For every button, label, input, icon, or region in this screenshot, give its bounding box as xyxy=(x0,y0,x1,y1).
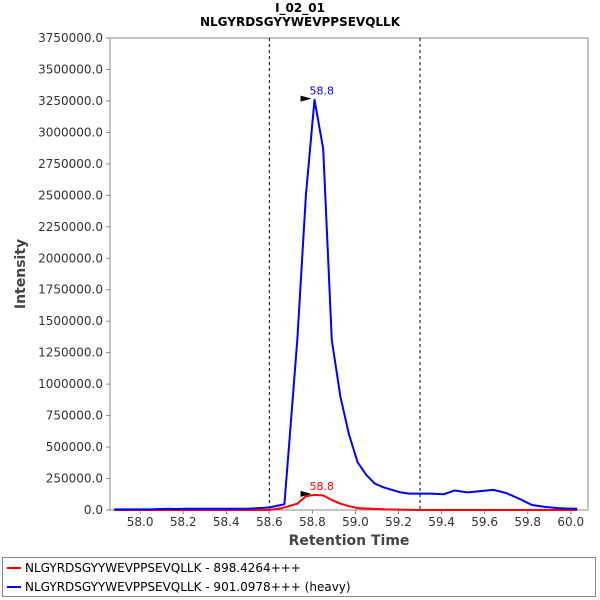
y-tick-label: 3750000.0 xyxy=(38,31,103,45)
y-tick-label: 1250000.0 xyxy=(38,346,103,360)
peak-label: 58.8 xyxy=(310,480,335,493)
y-axis: 0.0 250000.0 500000.0 750000.0 1000000.0 1250… xyxy=(38,31,110,517)
peak-boundaries xyxy=(268,38,421,510)
y-tick-label: 0.0 xyxy=(84,503,103,517)
legend-item-heavy: NLGYRDSGYYWEVPPSEVQLLK - 901.0978+++ (he… xyxy=(7,578,351,596)
x-axis: 58.0 58.2 58.4 58.6 58.8 59.0 59.2 59.4 59.6 59.8… xyxy=(127,510,584,529)
series-line-heavy xyxy=(114,98,578,511)
legend-swatch-blue xyxy=(7,586,21,588)
x-tick-label: 59.8 xyxy=(514,515,541,529)
legend-label-heavy: NLGYRDSGYYWEVPPSEVQLLK - 901.0978+++ (he… xyxy=(25,580,351,594)
y-tick-label: 250000.0 xyxy=(46,472,103,486)
peak-marker-arrow xyxy=(300,95,312,102)
chart-title: I_02_01 xyxy=(275,1,325,16)
x-tick-label: 58.0 xyxy=(127,515,154,529)
peak-marker-arrow xyxy=(300,490,312,497)
series-lines xyxy=(114,98,578,511)
legend: NLGYRDSGYYWEVPPSEVQLLK - 898.4264+++ NLG… xyxy=(2,557,596,597)
x-tick-label: 58.6 xyxy=(256,515,283,529)
legend-label-light: NLGYRDSGYYWEVPPSEVQLLK - 898.4264+++ xyxy=(25,561,301,575)
x-tick-label: 58.4 xyxy=(213,515,240,529)
y-tick-label: 2000000.0 xyxy=(38,251,103,265)
legend-item-light: NLGYRDSGYYWEVPPSEVQLLK - 898.4264+++ xyxy=(7,559,301,577)
y-tick-label: 3500000.0 xyxy=(38,62,103,76)
x-axis-label: Retention Time xyxy=(289,533,410,549)
y-tick-label: 2750000.0 xyxy=(38,157,103,171)
y-tick-label: 1500000.0 xyxy=(38,314,103,328)
y-tick-label: 1000000.0 xyxy=(38,377,103,391)
series-line-light xyxy=(114,493,578,511)
x-tick-label: 59.4 xyxy=(428,515,455,529)
x-tick-label: 59.6 xyxy=(471,515,498,529)
peak-label: 58.8 xyxy=(310,85,335,98)
y-tick-label: 750000.0 xyxy=(46,409,103,423)
y-tick-label: 500000.0 xyxy=(46,440,103,454)
legend-swatch-red xyxy=(7,567,21,569)
x-tick-label: 58.8 xyxy=(299,515,326,529)
y-tick-label: 1750000.0 xyxy=(38,283,103,297)
y-tick-label: 3000000.0 xyxy=(38,125,103,139)
y-axis-label: Intensity xyxy=(13,239,29,309)
x-tick-label: 58.2 xyxy=(170,515,197,529)
x-tick-label: 59.2 xyxy=(385,515,412,529)
y-tick-label: 2250000.0 xyxy=(38,220,103,234)
chart-subtitle: NLGYRDSGYYWEVPPSEVQLLK xyxy=(200,15,401,29)
peak-annotations: 58.8 58.8 xyxy=(300,85,335,497)
y-tick-label: 2500000.0 xyxy=(38,188,103,202)
plot-area xyxy=(109,37,589,511)
y-tick-label: 3250000.0 xyxy=(38,94,103,108)
x-tick-label: 60.0 xyxy=(557,515,584,529)
x-tick-label: 59.0 xyxy=(342,515,369,529)
